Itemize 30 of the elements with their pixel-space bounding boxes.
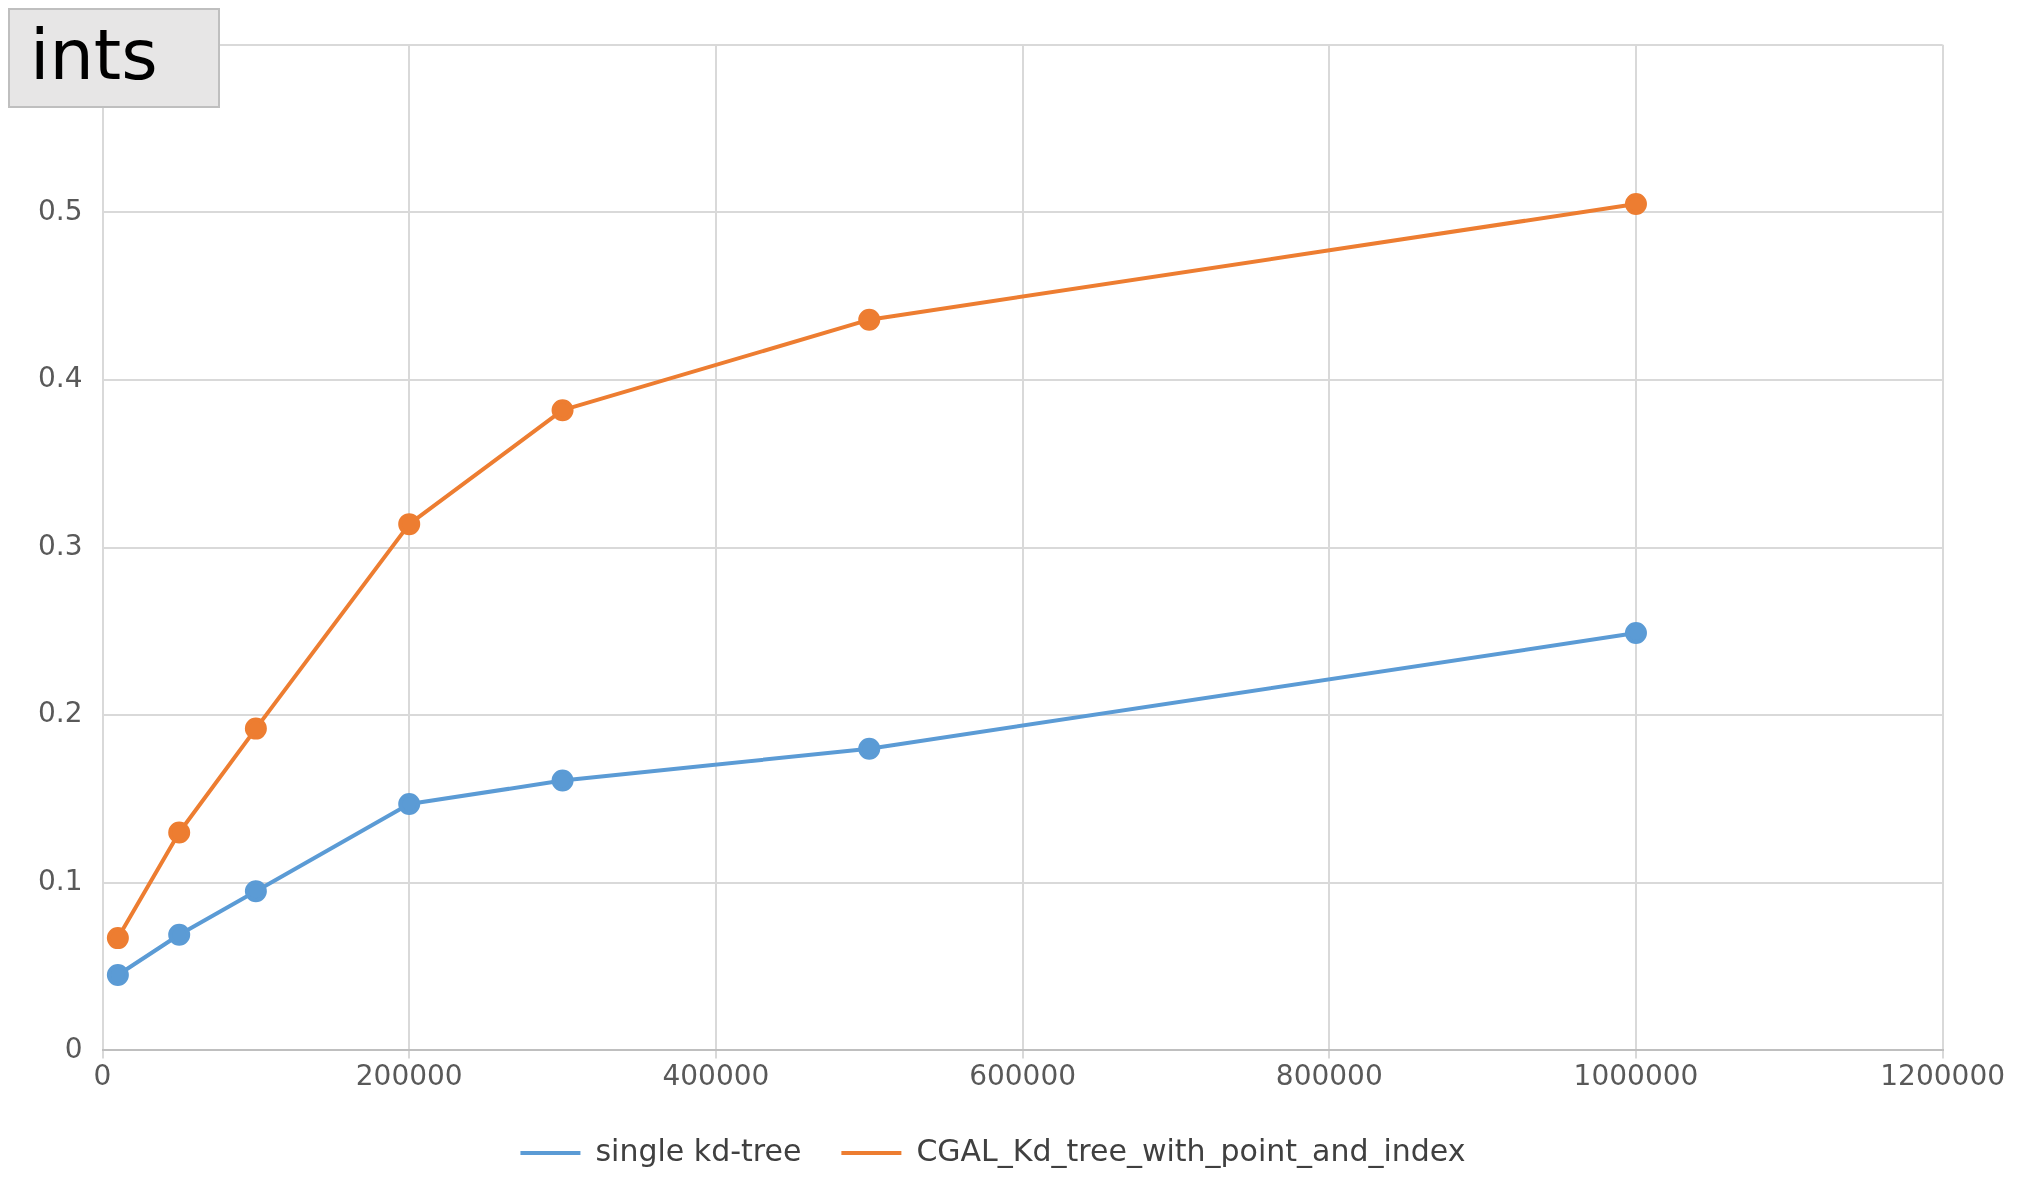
point (106, 963, 129, 986)
legend-label: CGAL_Kd_tree_with_point_and_index (916, 1132, 1466, 1168)
point (168, 923, 191, 946)
y-tick-label: 0 (64, 1031, 83, 1065)
x-tick-label: 0 (93, 1059, 112, 1093)
point (244, 717, 267, 740)
point (551, 399, 574, 422)
y-tick-label: 0.5 (38, 193, 83, 227)
x-tick-label: 200000 (355, 1059, 463, 1093)
point (168, 821, 191, 844)
point (858, 308, 881, 331)
y-tick-label: 0.3 (38, 528, 83, 562)
y-tick-label: 0.4 (38, 361, 83, 395)
x-tick-label: 1000000 (1573, 1059, 1699, 1093)
y-tick-label: 0.2 (38, 696, 83, 730)
y-tick-label: 0.1 (38, 864, 83, 898)
point (1624, 193, 1647, 216)
point (551, 769, 574, 792)
point (106, 927, 129, 950)
point (244, 880, 267, 903)
x-tick-label: 400000 (662, 1059, 770, 1093)
x-tick-label: 800000 (1275, 1059, 1383, 1093)
x-tick-label: 1200000 (1880, 1059, 2005, 1093)
x-tick-label: 600000 (969, 1059, 1077, 1093)
point (858, 737, 881, 760)
point (398, 793, 421, 816)
legend-label: single kd-tree (595, 1132, 802, 1168)
point (398, 513, 421, 536)
chart-title: ints (8, 8, 220, 108)
point (1624, 622, 1647, 645)
